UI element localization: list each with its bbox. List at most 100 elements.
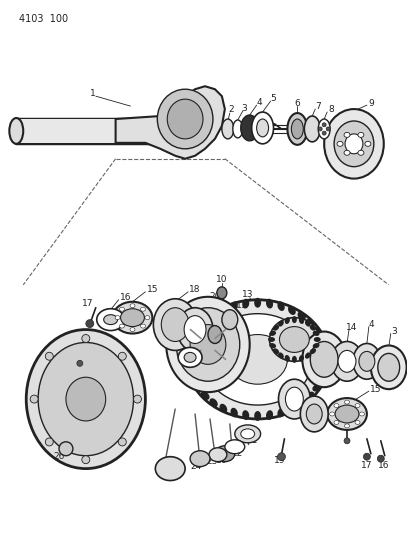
Ellipse shape [322, 123, 326, 127]
Ellipse shape [310, 348, 316, 354]
Ellipse shape [273, 325, 279, 330]
Ellipse shape [324, 109, 384, 179]
Ellipse shape [320, 346, 330, 353]
Text: 4: 4 [257, 98, 262, 107]
Ellipse shape [38, 343, 133, 456]
Text: 16: 16 [378, 461, 390, 470]
Text: 15: 15 [146, 285, 158, 294]
Ellipse shape [279, 379, 310, 419]
Ellipse shape [304, 116, 320, 142]
Ellipse shape [378, 353, 400, 381]
Ellipse shape [313, 343, 319, 348]
Ellipse shape [299, 317, 304, 324]
Ellipse shape [220, 306, 227, 315]
Ellipse shape [321, 356, 331, 363]
Ellipse shape [217, 287, 227, 299]
Ellipse shape [120, 324, 124, 328]
Ellipse shape [82, 335, 90, 343]
Ellipse shape [208, 326, 222, 343]
Ellipse shape [335, 405, 359, 423]
Ellipse shape [203, 314, 312, 405]
Ellipse shape [209, 398, 218, 407]
Ellipse shape [268, 337, 275, 342]
Text: 9: 9 [368, 99, 374, 108]
Ellipse shape [161, 308, 189, 342]
Ellipse shape [330, 412, 335, 416]
Ellipse shape [266, 298, 273, 309]
Ellipse shape [306, 392, 315, 400]
Ellipse shape [188, 336, 198, 344]
Ellipse shape [359, 412, 364, 416]
Ellipse shape [288, 404, 296, 413]
Ellipse shape [176, 308, 240, 381]
Ellipse shape [297, 398, 306, 407]
Ellipse shape [194, 327, 203, 335]
Ellipse shape [310, 342, 338, 377]
Ellipse shape [277, 453, 286, 461]
Ellipse shape [337, 141, 343, 147]
Ellipse shape [292, 316, 297, 323]
Ellipse shape [184, 316, 206, 343]
Ellipse shape [82, 456, 90, 464]
Ellipse shape [270, 318, 319, 361]
Ellipse shape [331, 342, 363, 381]
Text: 20: 20 [209, 292, 221, 301]
Ellipse shape [59, 442, 73, 456]
Ellipse shape [153, 299, 197, 350]
Ellipse shape [291, 119, 303, 139]
Ellipse shape [113, 302, 152, 334]
Text: 24: 24 [191, 462, 202, 471]
Ellipse shape [318, 119, 330, 139]
Ellipse shape [45, 438, 53, 446]
Ellipse shape [241, 429, 255, 439]
Ellipse shape [190, 451, 210, 466]
Text: 10: 10 [214, 307, 226, 316]
Ellipse shape [241, 115, 259, 141]
Ellipse shape [320, 366, 330, 373]
Ellipse shape [334, 421, 339, 424]
Text: 13: 13 [242, 290, 253, 300]
Ellipse shape [184, 356, 194, 363]
Ellipse shape [254, 411, 261, 421]
Text: 15: 15 [370, 385, 381, 394]
Ellipse shape [358, 150, 364, 155]
Ellipse shape [235, 425, 261, 443]
Ellipse shape [86, 320, 94, 328]
Ellipse shape [30, 395, 38, 403]
Ellipse shape [344, 132, 350, 138]
Ellipse shape [77, 360, 83, 366]
Ellipse shape [185, 366, 195, 373]
Ellipse shape [178, 348, 202, 367]
Ellipse shape [327, 398, 367, 430]
Ellipse shape [166, 297, 250, 392]
Text: 10: 10 [216, 456, 228, 465]
Ellipse shape [344, 150, 350, 155]
Ellipse shape [120, 307, 124, 311]
Ellipse shape [287, 113, 307, 145]
Ellipse shape [9, 118, 23, 144]
Ellipse shape [326, 127, 330, 131]
Ellipse shape [225, 440, 245, 454]
Ellipse shape [338, 350, 356, 372]
Ellipse shape [306, 319, 315, 327]
Ellipse shape [297, 312, 306, 320]
Text: 14: 14 [346, 323, 358, 332]
Ellipse shape [278, 352, 284, 359]
Text: 4103  100: 4103 100 [19, 14, 69, 24]
Ellipse shape [118, 438, 126, 446]
Ellipse shape [285, 317, 290, 324]
Ellipse shape [121, 309, 144, 327]
Ellipse shape [310, 325, 316, 330]
Ellipse shape [334, 121, 374, 167]
Ellipse shape [242, 298, 249, 309]
Ellipse shape [353, 343, 381, 379]
Text: 1: 1 [90, 88, 95, 98]
Ellipse shape [300, 396, 328, 432]
Text: 20: 20 [286, 402, 297, 411]
Ellipse shape [285, 355, 290, 362]
Ellipse shape [345, 134, 363, 154]
Text: 18: 18 [306, 416, 317, 425]
Ellipse shape [133, 395, 142, 403]
Ellipse shape [201, 319, 210, 327]
Ellipse shape [186, 300, 329, 419]
